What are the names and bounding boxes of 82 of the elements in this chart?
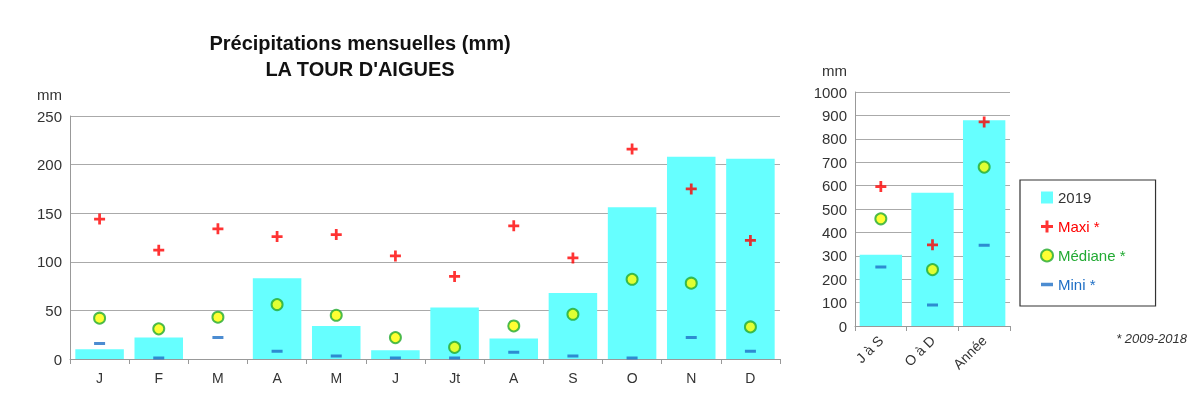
x-tick-label: M [212, 370, 224, 386]
x-tick-label: D [745, 370, 756, 386]
x-tick-label: O à D [901, 332, 939, 370]
point [449, 270, 461, 282]
x-tick-label: J à S [852, 332, 887, 367]
x-tick-label: F [154, 370, 164, 386]
point [388, 331, 402, 345]
point [212, 223, 224, 235]
bar [311, 325, 361, 359]
bar [489, 338, 539, 359]
x-tick-label: J [391, 370, 399, 386]
point [389, 250, 401, 262]
x-tick-label: Jt [449, 370, 461, 386]
bar [430, 307, 479, 359]
legend-label: Mini * [1058, 276, 1096, 293]
legend-label: Médiane * [1058, 247, 1126, 264]
point [875, 181, 887, 193]
point [152, 322, 166, 336]
point [211, 310, 225, 324]
point [684, 276, 698, 290]
point [270, 298, 284, 312]
bar [726, 158, 775, 359]
x-tick-label: J [96, 370, 104, 386]
y-tick-label: 1000 [813, 83, 847, 101]
point [926, 263, 939, 277]
point [93, 311, 107, 325]
point [448, 340, 462, 354]
y-tick-label: 200 [821, 270, 847, 288]
legend-label: 2019 [1058, 189, 1092, 206]
y-tick-label: 100 [36, 253, 62, 271]
y-tick-label: 50 [45, 301, 62, 319]
legend-label: Maxi * [1058, 218, 1100, 235]
y-tick-label: 700 [821, 153, 847, 171]
bar [371, 350, 420, 359]
point [566, 307, 580, 321]
text: * 2009-2018 [1116, 331, 1188, 346]
y-tick-label: 500 [821, 200, 847, 218]
point [507, 319, 521, 333]
x-tick-label: A [272, 370, 283, 386]
y-tick-label: 250 [36, 107, 62, 125]
bar [134, 337, 184, 359]
y-tick-label: 800 [821, 130, 847, 148]
point [153, 244, 165, 256]
point [330, 229, 342, 241]
y-tick-label: 100 [821, 294, 847, 312]
y-tick-label: 150 [36, 204, 62, 222]
point [743, 320, 757, 334]
bar [859, 254, 903, 326]
point [625, 272, 639, 286]
point [329, 308, 343, 322]
point [94, 213, 106, 225]
point [508, 220, 520, 232]
chart-title: Précipitations mensuelles (mm) [209, 32, 511, 54]
point [685, 183, 697, 195]
y-tick-label: 900 [821, 106, 847, 124]
point [271, 231, 283, 243]
y-tick-label: 0 [53, 350, 62, 368]
bar [666, 156, 716, 359]
bar [607, 207, 657, 359]
bar [962, 120, 1006, 326]
y-tick-label: 200 [36, 156, 62, 174]
point [744, 234, 756, 246]
y-axis-title: mm [822, 62, 847, 79]
y-tick-label: 400 [821, 223, 847, 241]
bar [548, 292, 598, 359]
x-tick-label: O [626, 370, 638, 386]
y-axis-title: mm [37, 86, 62, 103]
point [978, 116, 990, 128]
bar [75, 349, 124, 359]
point [977, 160, 991, 174]
x-tick-label: S [568, 370, 578, 386]
y-tick-label: 300 [821, 247, 847, 265]
point [927, 239, 938, 251]
bar [252, 278, 302, 359]
point [874, 212, 888, 226]
bar [911, 192, 954, 326]
y-tick-label: 600 [821, 177, 847, 195]
x-tick-label: A [509, 370, 520, 386]
y-tick-label: 0 [838, 317, 847, 335]
chart-subtitle: LA TOUR D'AIGUES [265, 58, 455, 80]
x-tick-label: M [330, 370, 343, 386]
x-tick-label: N [686, 370, 697, 386]
